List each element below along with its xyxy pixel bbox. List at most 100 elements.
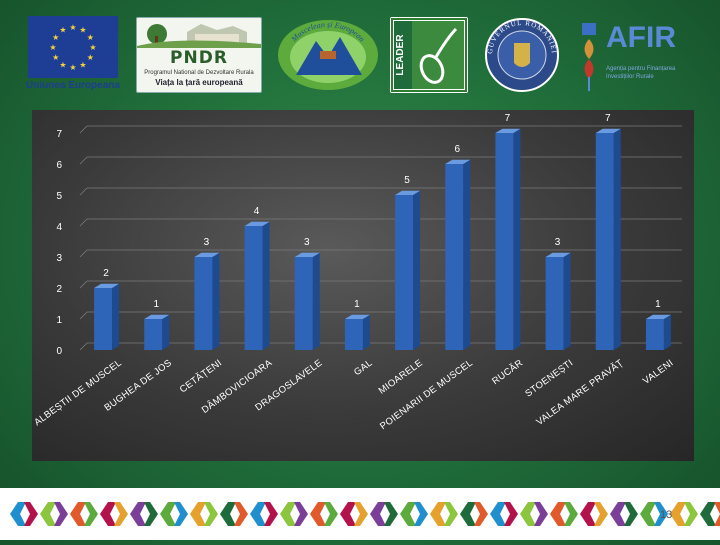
data-label: 6 [454, 144, 460, 155]
bar-side [513, 128, 521, 350]
gridline-depth [79, 249, 88, 258]
x-tick-label: VALEA MARE PRAVĂȚ [534, 358, 625, 428]
y-tick-label: 2 [56, 284, 62, 295]
chevron-motif [130, 502, 146, 526]
chevron-motif [384, 502, 398, 526]
chevron-motif [190, 502, 206, 526]
chevron-motif [100, 502, 116, 526]
eu-star-icon: ★ [69, 63, 76, 72]
chevron-motif [430, 502, 446, 526]
chevron-motif [40, 502, 56, 526]
data-label: 3 [204, 237, 210, 248]
chevron-motif [310, 502, 326, 526]
bar-side [563, 252, 571, 350]
data-label: 1 [354, 299, 360, 310]
chevron-motif [580, 502, 596, 526]
bar-front [344, 319, 363, 350]
x-tick-label: ALBEȘTII DE MUSCEL [32, 358, 124, 429]
bar-side [162, 314, 170, 350]
bar-front [244, 226, 263, 350]
chevron-motif [84, 502, 98, 526]
bar [244, 221, 270, 350]
wheat-icon [582, 23, 596, 91]
bar-top [344, 314, 370, 319]
eu-star-icon: ★ [52, 33, 59, 42]
chevron-motif [220, 502, 236, 526]
bar [545, 252, 571, 350]
pndr-tagline: Viața la țară europeană [155, 78, 243, 87]
x-tick-label: VALENI [641, 358, 676, 387]
data-label: 3 [555, 237, 561, 248]
bar-front [194, 257, 213, 350]
bar [294, 252, 320, 350]
gridline-depth [79, 218, 88, 227]
bar-front [595, 133, 614, 350]
bar-side [463, 159, 471, 350]
romanian-coat-of-arms-icon: GUVERNUL ROMÂNIEI [485, 18, 559, 92]
chevron-motif [144, 502, 158, 526]
bar [595, 128, 621, 350]
x-tick-label: STOENEȘTI [523, 358, 575, 400]
bar-side [663, 314, 671, 350]
y-tick-label: 3 [56, 253, 62, 264]
bar [344, 314, 370, 350]
bar-front [94, 288, 113, 350]
bar [144, 314, 170, 350]
eu-star-icon: ★ [49, 43, 56, 52]
chevron-motif [324, 502, 338, 526]
bar-top [495, 128, 521, 133]
chevron-motif [654, 502, 668, 526]
bar-top [244, 221, 270, 226]
y-tick-label: 0 [56, 346, 62, 357]
chevron-motif [114, 502, 128, 526]
chevron-motif [414, 502, 428, 526]
chevron-motif [624, 502, 638, 526]
bar-top [294, 252, 320, 257]
chevron-motif [444, 502, 458, 526]
bar-side [262, 221, 270, 350]
bar-top [194, 252, 220, 257]
bar-top [395, 190, 421, 195]
chevron-motif [354, 502, 368, 526]
chevron-motif [160, 502, 176, 526]
bar-side [362, 314, 370, 350]
bar-top [545, 252, 571, 257]
chevron-motif [640, 502, 656, 526]
y-tick-label: 6 [56, 160, 62, 171]
decorative-band [0, 488, 720, 540]
bar-front [144, 319, 163, 350]
chevron-motif [550, 502, 566, 526]
data-label: 5 [404, 175, 410, 186]
eu-star-icon: ★ [59, 26, 66, 35]
bar-side [112, 283, 120, 350]
data-label: 1 [655, 299, 661, 310]
y-tick-label: 1 [56, 315, 62, 326]
x-tick-label: RUCĂR [490, 358, 525, 388]
chevron-motif [54, 502, 68, 526]
pndr-logo: PNDR Programul National de Dezvoltare Ru… [136, 17, 262, 93]
eu-star-icon: ★ [79, 26, 86, 35]
chart-panel: 0 1 2 3 4 5 6 7 2 ALBEȘTII DE MUSCEL 1 BUGHEA DE JO… [32, 110, 694, 461]
bar-side [212, 252, 220, 350]
bar-front [495, 133, 514, 350]
chevron-motif [594, 502, 608, 526]
bar [495, 128, 521, 350]
leader-text: LEADER [395, 34, 406, 76]
chevron-motif [294, 502, 308, 526]
chevron-motif [520, 502, 536, 526]
y-tick-label: 4 [56, 222, 62, 233]
eu-star-icon: ★ [89, 43, 96, 52]
bar-top [595, 128, 621, 133]
chevron-motif [70, 502, 86, 526]
eu-star-icon: ★ [87, 53, 94, 62]
chevron-motif [234, 502, 248, 526]
eu-label: Uniunea Europeana [26, 80, 120, 91]
bar [395, 190, 421, 350]
chevron-motif [24, 502, 38, 526]
page-number: 13 [660, 509, 673, 521]
chevron-motif [264, 502, 278, 526]
x-tick-label: CETĂȚENI [178, 358, 224, 396]
chevron-motif [460, 502, 476, 526]
y-tick-label: 7 [56, 129, 62, 140]
